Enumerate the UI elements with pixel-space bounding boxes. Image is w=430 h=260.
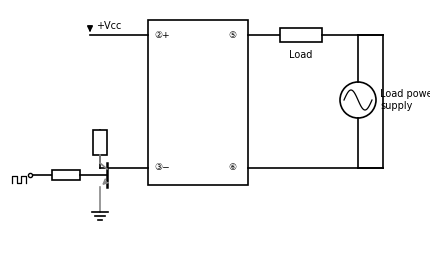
Text: ②+: ②+ xyxy=(154,30,169,40)
Circle shape xyxy=(340,82,376,118)
Bar xyxy=(93,130,107,155)
Bar xyxy=(148,20,248,185)
Bar xyxy=(52,170,80,180)
Bar xyxy=(280,28,322,42)
Text: ⑥: ⑥ xyxy=(228,164,236,172)
Text: Load: Load xyxy=(289,50,313,60)
Text: ③−: ③− xyxy=(154,164,169,172)
Text: +Vcc: +Vcc xyxy=(96,21,121,31)
Text: ⑤: ⑤ xyxy=(228,30,236,40)
Text: Load power
supply: Load power supply xyxy=(380,89,430,111)
